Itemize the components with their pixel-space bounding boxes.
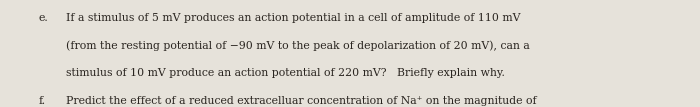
Text: Predict the effect of a reduced extracelluar concentration of Na⁺ on the magnitu: Predict the effect of a reduced extracel… — [66, 96, 537, 106]
Text: f.: f. — [38, 96, 46, 106]
Text: (from the resting potential of −90 mV to the peak of depolarization of 20 mV), c: (from the resting potential of −90 mV to… — [66, 41, 531, 51]
Text: stimulus of 10 mV produce an action potential of 220 mV?   Briefly explain why.: stimulus of 10 mV produce an action pote… — [66, 68, 505, 78]
Text: e.: e. — [38, 13, 48, 23]
Text: If a stimulus of 5 mV produces an action potential in a cell of amplitude of 110: If a stimulus of 5 mV produces an action… — [66, 13, 521, 23]
